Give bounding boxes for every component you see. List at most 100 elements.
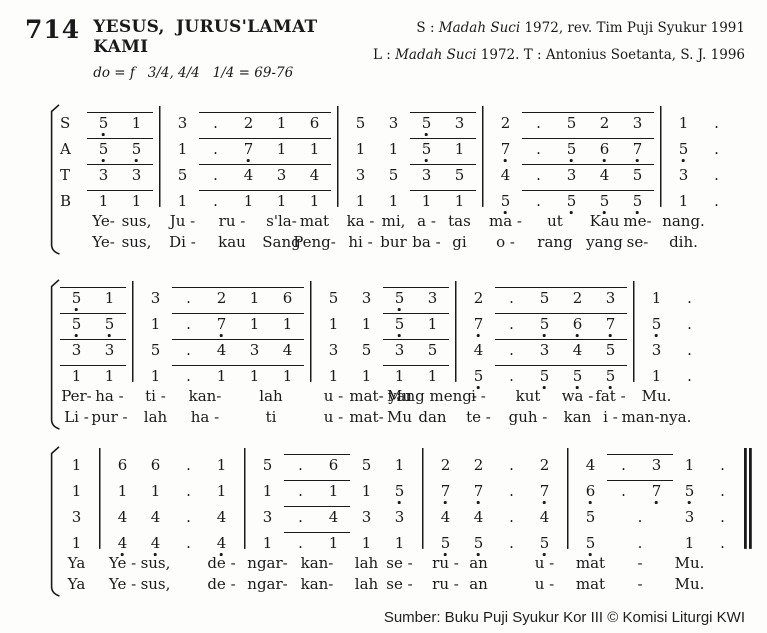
- lyric-syllable: u -: [323, 386, 344, 405]
- barline: [476, 106, 489, 210]
- lyric-syllable: de -: [207, 574, 236, 593]
- note-cell: 1: [177, 140, 188, 158]
- credit-source: Madah Suci: [395, 47, 477, 63]
- duration-dot: .: [284, 454, 317, 474]
- lyric-syllable: tas: [448, 211, 471, 230]
- lyric-syllable: Mu: [386, 407, 413, 426]
- note-cell: 3: [328, 341, 339, 359]
- note-cell: 1: [416, 313, 449, 333]
- note-cell: 7: [640, 480, 673, 500]
- voice-label: T: [60, 166, 71, 184]
- note-cell: 4: [117, 534, 128, 552]
- lyric-syllable: de -: [207, 553, 236, 572]
- duration-dot: .: [607, 454, 640, 474]
- duration-dot: .: [509, 482, 514, 500]
- duration-dot: .: [509, 534, 514, 552]
- duration-dot: .: [720, 508, 725, 526]
- note-cell: 3: [640, 454, 673, 474]
- note-cell: 2: [539, 456, 550, 474]
- note-cell: 1: [328, 315, 339, 333]
- final-barline: [739, 448, 756, 552]
- note-cell: 5: [651, 315, 662, 333]
- note-cell: 2: [205, 287, 238, 307]
- duration-dot: .: [495, 313, 528, 333]
- note-cell: 2: [588, 112, 621, 132]
- lyric-syllable: lah: [259, 386, 283, 405]
- note-cell: 2: [473, 456, 484, 474]
- note-cell: 1: [232, 190, 265, 210]
- duration-dot: .: [172, 313, 205, 333]
- lyric-syllable: an: [469, 553, 488, 572]
- note-cell: 4: [150, 508, 161, 526]
- note-cell: 1: [216, 456, 227, 474]
- note-cell: 5: [678, 140, 689, 158]
- note-cell: 7: [621, 138, 654, 158]
- note-cell: 1: [271, 313, 304, 333]
- duration-dot: .: [687, 315, 692, 333]
- note-cell: 5: [473, 534, 484, 552]
- note-cell: 1: [651, 367, 662, 385]
- note-cell: 3: [678, 166, 689, 184]
- lyric-syllable: hi -: [348, 232, 373, 251]
- note-cell: 1: [388, 140, 399, 158]
- note-cell: 4: [205, 339, 238, 359]
- barline: [126, 281, 139, 385]
- lyric-syllable: mat: [299, 211, 330, 230]
- note-cell: 6: [271, 287, 304, 307]
- credit-line-lyrics: L : Madah Suci 1972. T : Antonius Soetan…: [373, 42, 745, 69]
- note-cell: 3: [87, 164, 120, 184]
- note-cell: 5: [473, 367, 484, 385]
- lyric-syllable: ru -: [218, 211, 246, 230]
- lyric-syllable: se-: [626, 232, 649, 251]
- barline: [331, 106, 344, 210]
- sheet-footer: Sumber: Buku Puji Syukur Kor III © Komis…: [25, 609, 745, 626]
- note-cell: 1: [150, 315, 161, 333]
- barline: [93, 448, 106, 552]
- voice-label: S: [60, 114, 71, 132]
- lyric-syllable: kan-: [300, 553, 334, 572]
- note-cell: 1: [71, 482, 82, 500]
- note-cell: 5: [440, 534, 451, 552]
- note-cell: 6: [561, 313, 594, 333]
- note-cell: 1: [416, 365, 449, 385]
- system-bracket: [50, 446, 60, 597]
- note-cell: 1: [388, 192, 399, 210]
- duration-dot: .: [284, 506, 317, 526]
- duration-dot: .: [186, 482, 191, 500]
- note-cell: 3: [410, 164, 443, 184]
- note-cell: 1: [71, 534, 82, 552]
- lyric-syllable: man-nya.: [621, 407, 692, 426]
- lyric-syllable: fat -: [595, 386, 626, 405]
- duration-dot: .: [714, 114, 719, 132]
- hymn-title-block: YESUS, JURUS'LAMAT KAMI do = f 3/4, 4/4 …: [93, 14, 373, 81]
- lyric-syllable: dih.: [669, 232, 698, 251]
- lyric-syllable: yang meng-: [388, 386, 477, 405]
- note-cell: 5: [528, 365, 561, 385]
- note-cell: 4: [216, 508, 227, 526]
- note-cell: 1: [271, 365, 304, 385]
- duration-dot: .: [495, 287, 528, 307]
- lyric-syllable: wa -: [561, 386, 594, 405]
- note-cell: 1: [328, 367, 339, 385]
- duration-dot: .: [720, 482, 725, 500]
- lyric-syllable: ut: [547, 211, 563, 230]
- note-cell: 5: [621, 164, 654, 184]
- note-cell: 3: [150, 289, 161, 307]
- lyric-syllable: bur: [380, 232, 407, 251]
- note-cell: 7: [473, 482, 484, 500]
- note-cell: 1: [410, 190, 443, 210]
- lyric-syllable: gi: [452, 232, 467, 251]
- duration-dot: .: [714, 192, 719, 210]
- note-cell: 5: [383, 313, 416, 333]
- barline: [416, 448, 429, 552]
- lyric-syllable: Mu.: [641, 386, 672, 405]
- note-cell: 2: [473, 289, 484, 307]
- note-cell: 5: [528, 287, 561, 307]
- lyric-syllable: kut: [515, 386, 541, 405]
- note-cell: 5: [93, 313, 126, 333]
- duration-dot: .: [522, 138, 555, 158]
